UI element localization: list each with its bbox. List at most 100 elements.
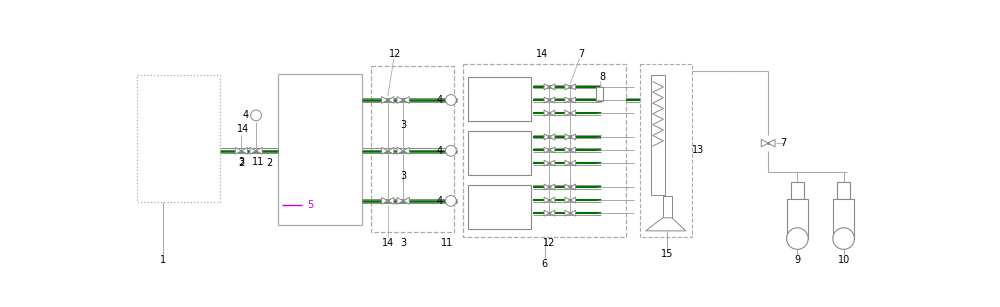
- Text: 8: 8: [600, 72, 606, 82]
- Text: 12: 12: [543, 238, 556, 248]
- Polygon shape: [544, 110, 549, 116]
- Polygon shape: [768, 139, 775, 147]
- Polygon shape: [565, 197, 570, 203]
- Polygon shape: [544, 197, 549, 203]
- Circle shape: [446, 146, 456, 156]
- Bar: [468, 185, 531, 229]
- Polygon shape: [549, 97, 555, 103]
- Polygon shape: [549, 110, 555, 116]
- Bar: [833, 199, 854, 239]
- Polygon shape: [382, 197, 388, 204]
- Polygon shape: [544, 134, 549, 140]
- Polygon shape: [570, 84, 576, 90]
- Text: 5: 5: [308, 200, 314, 210]
- Polygon shape: [544, 160, 549, 166]
- Circle shape: [251, 110, 261, 121]
- Polygon shape: [570, 134, 576, 140]
- Bar: [651, 75, 665, 195]
- Polygon shape: [397, 197, 403, 204]
- Polygon shape: [544, 184, 549, 190]
- Polygon shape: [549, 84, 555, 90]
- Text: 6: 6: [542, 259, 548, 269]
- Polygon shape: [549, 197, 555, 203]
- Bar: [278, 74, 362, 225]
- Polygon shape: [403, 97, 409, 103]
- Polygon shape: [570, 97, 576, 103]
- Text: 14: 14: [382, 238, 394, 248]
- Text: 4: 4: [437, 95, 443, 105]
- Text: 3: 3: [238, 157, 245, 167]
- Bar: [663, 196, 672, 218]
- Polygon shape: [544, 84, 549, 90]
- Polygon shape: [388, 97, 394, 103]
- Polygon shape: [544, 97, 549, 103]
- Polygon shape: [403, 197, 409, 204]
- Polygon shape: [646, 218, 686, 231]
- Polygon shape: [388, 147, 394, 154]
- Bar: [791, 182, 804, 199]
- Text: 11: 11: [252, 157, 265, 167]
- Text: 4: 4: [242, 111, 248, 120]
- Text: 1: 1: [160, 255, 166, 265]
- Polygon shape: [250, 147, 256, 154]
- Polygon shape: [549, 210, 555, 216]
- Text: 3: 3: [400, 120, 406, 130]
- Polygon shape: [256, 147, 262, 154]
- Polygon shape: [544, 210, 549, 216]
- Bar: [837, 182, 850, 199]
- Polygon shape: [565, 160, 570, 166]
- Polygon shape: [388, 197, 394, 204]
- Bar: [640, 64, 692, 237]
- Polygon shape: [549, 160, 555, 166]
- Polygon shape: [570, 197, 576, 203]
- Polygon shape: [397, 97, 403, 103]
- Polygon shape: [544, 147, 549, 153]
- Circle shape: [446, 196, 456, 206]
- Circle shape: [787, 228, 808, 249]
- Text: 10: 10: [837, 255, 850, 265]
- Text: 9: 9: [794, 255, 800, 265]
- Polygon shape: [549, 134, 555, 140]
- Bar: [468, 131, 531, 175]
- Text: 4: 4: [437, 146, 443, 156]
- Text: 15: 15: [661, 249, 673, 259]
- Polygon shape: [565, 110, 570, 116]
- Bar: [596, 87, 603, 101]
- Polygon shape: [565, 134, 570, 140]
- Polygon shape: [570, 160, 576, 166]
- Polygon shape: [549, 184, 555, 190]
- Polygon shape: [570, 210, 576, 216]
- Bar: [137, 75, 220, 202]
- Polygon shape: [403, 147, 409, 154]
- Text: 3: 3: [400, 238, 406, 248]
- Polygon shape: [235, 147, 241, 154]
- Polygon shape: [382, 97, 388, 103]
- Bar: [371, 66, 454, 232]
- Polygon shape: [570, 184, 576, 190]
- Polygon shape: [382, 147, 388, 154]
- Text: 11: 11: [441, 238, 453, 248]
- Text: 12: 12: [389, 49, 402, 59]
- Bar: [468, 77, 531, 121]
- Polygon shape: [565, 97, 570, 103]
- Polygon shape: [397, 147, 403, 154]
- Text: 3: 3: [400, 171, 406, 181]
- Polygon shape: [565, 184, 570, 190]
- Bar: [787, 199, 808, 239]
- Text: 13: 13: [692, 146, 704, 155]
- Polygon shape: [565, 84, 570, 90]
- Text: 4: 4: [437, 196, 443, 206]
- Bar: [463, 64, 626, 237]
- Text: 14: 14: [237, 124, 249, 134]
- Text: 2: 2: [238, 158, 245, 168]
- Text: 2: 2: [266, 158, 272, 168]
- Polygon shape: [549, 147, 555, 153]
- Circle shape: [833, 228, 854, 249]
- Polygon shape: [761, 139, 768, 147]
- Text: 14: 14: [536, 49, 548, 59]
- Polygon shape: [565, 210, 570, 216]
- Polygon shape: [241, 147, 248, 154]
- Polygon shape: [570, 147, 576, 153]
- Polygon shape: [565, 147, 570, 153]
- Polygon shape: [570, 110, 576, 116]
